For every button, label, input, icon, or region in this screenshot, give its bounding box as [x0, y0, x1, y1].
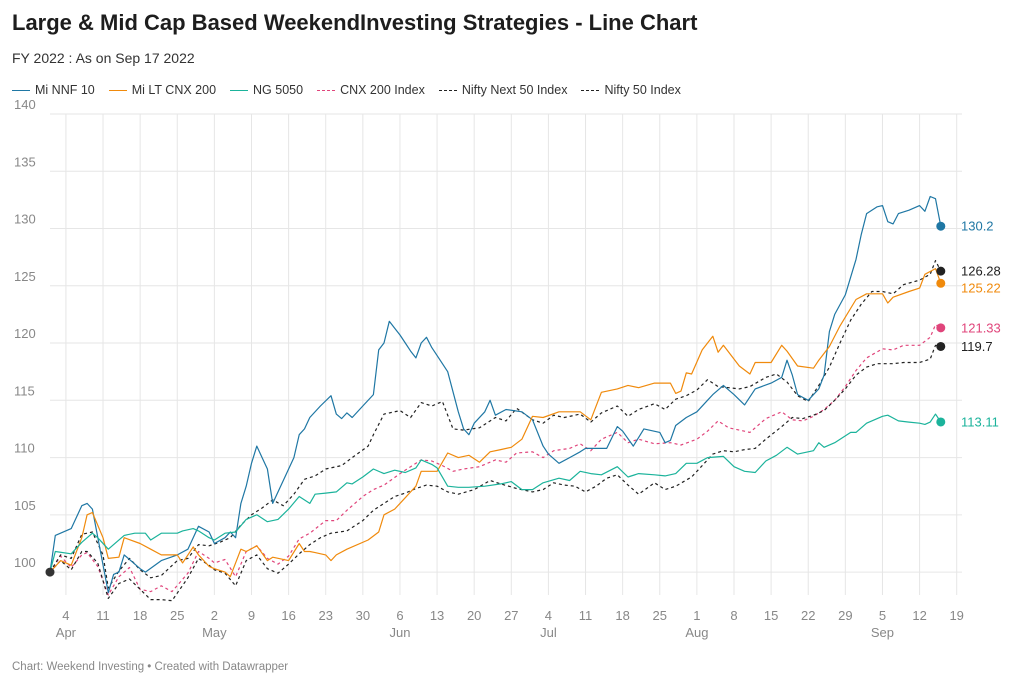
legend-swatch	[230, 89, 249, 91]
x-tick-label: 23	[318, 608, 332, 623]
legend-label: Nifty Next 50 Index	[461, 83, 568, 97]
x-tick-label: 25	[170, 608, 184, 623]
end-point	[936, 417, 946, 427]
end-value-label: 130.2	[961, 219, 994, 234]
x-month-label: Jul	[540, 625, 557, 640]
end-value-label: 119.7	[961, 339, 993, 354]
y-tick-label: 130	[14, 212, 36, 227]
chart-title: Large & Mid Cap Based WeekendInvesting S…	[12, 10, 698, 35]
y-tick-label: 135	[14, 154, 36, 169]
y-axis-ticks: 100 105 110 115 120 125 130 135 140	[14, 97, 36, 570]
legend-label: Mi NNF 10	[35, 83, 95, 97]
legend-item: CNX 200 Index	[317, 83, 425, 97]
x-tick-label: 11	[96, 608, 110, 623]
legend-swatch	[438, 89, 457, 91]
end-value-label: 126.28	[961, 264, 1001, 279]
chart-credit: Chart: Weekend Investing • Created with …	[12, 661, 289, 673]
x-tick-label: 16	[281, 608, 295, 623]
legend-item: Mi LT CNX 200	[108, 83, 217, 97]
x-tick-label: 18	[133, 608, 147, 623]
legend-item: Nifty 50 Index	[581, 83, 681, 97]
x-tick-label: 30	[356, 608, 370, 623]
y-tick-label: 120	[14, 326, 36, 341]
end-value-label: 125.22	[961, 281, 1001, 296]
x-tick-label: 5	[879, 608, 886, 623]
x-tick-label: 15	[764, 608, 778, 623]
x-month-label: Apr	[56, 625, 77, 640]
legend-item: Mi NNF 10	[12, 83, 95, 97]
y-tick-label: 105	[14, 498, 36, 513]
x-tick-label: 12	[912, 608, 926, 623]
end-point	[936, 323, 946, 333]
grid-lines	[50, 113, 962, 595]
y-tick-label: 100	[14, 555, 36, 570]
y-tick-label: 115	[14, 383, 35, 398]
legend-swatch	[108, 89, 127, 91]
series-lines	[49, 195, 942, 602]
x-tick-label: 8	[730, 608, 737, 623]
x-tick-label: 29	[838, 608, 852, 623]
x-tick-label: 2	[211, 608, 218, 623]
legend-label: Nifty 50 Index	[604, 83, 681, 97]
end-point	[936, 221, 946, 231]
x-tick-label: 9	[248, 608, 255, 623]
series-line-mi-nnf-10	[49, 195, 942, 594]
x-tick-label: 11	[579, 608, 593, 623]
end-value-label: 113.11	[961, 414, 999, 429]
start-point	[45, 567, 55, 577]
end-value-label: 121.33	[961, 320, 1001, 335]
x-month-label: Aug	[685, 625, 708, 640]
legend-swatch	[12, 89, 30, 91]
x-tick-label: 13	[430, 608, 444, 623]
legend-item: Nifty Next 50 Index	[438, 83, 568, 97]
x-tick-label: 25	[653, 608, 667, 623]
chart-legend: Mi NNF 10 Mi LT CNX 200 NG 5050 CNX 200 Ind…	[12, 83, 681, 97]
legend-label: NG 5050	[253, 83, 304, 97]
series-line-mi-lt-cnx-200	[49, 268, 942, 578]
x-tick-label: 18	[615, 608, 629, 623]
series-line-nifty-50-index	[49, 344, 941, 602]
legend-label: Mi LT CNX 200	[131, 83, 217, 97]
x-tick-label: 27	[504, 608, 518, 623]
y-tick-label: 140	[14, 97, 36, 112]
y-tick-label: 125	[14, 269, 36, 284]
series-line-ng-5050	[49, 413, 942, 573]
end-point	[936, 341, 946, 351]
series-line-cnx-200-index	[49, 324, 942, 596]
x-tick-label: 20	[467, 608, 481, 623]
legend-item: NG 5050	[230, 83, 303, 97]
legend-swatch	[317, 89, 336, 91]
x-tick-label: 4	[545, 608, 552, 623]
legend-swatch	[581, 89, 600, 91]
end-point	[936, 266, 946, 276]
legend-label: CNX 200 Index	[340, 83, 425, 97]
x-month-label: Jun	[389, 625, 410, 640]
series-endpoints: 130.2 126.28 125.22 121.33 119.7 113.11	[45, 219, 1001, 577]
x-tick-label: 1	[693, 608, 700, 623]
series-line-nifty-next-50-index	[49, 260, 942, 589]
x-month-label: May	[202, 625, 227, 640]
chart-subtitle: FY 2022 : As on Sep 17 2022	[12, 50, 195, 66]
x-tick-label: 19	[949, 608, 963, 623]
x-month-label: Sep	[871, 625, 894, 640]
y-tick-label: 110	[14, 441, 35, 456]
x-tick-label: 4	[62, 608, 69, 623]
x-tick-label: 6	[396, 608, 403, 623]
x-tick-label: 22	[801, 608, 815, 623]
end-point	[936, 278, 946, 288]
